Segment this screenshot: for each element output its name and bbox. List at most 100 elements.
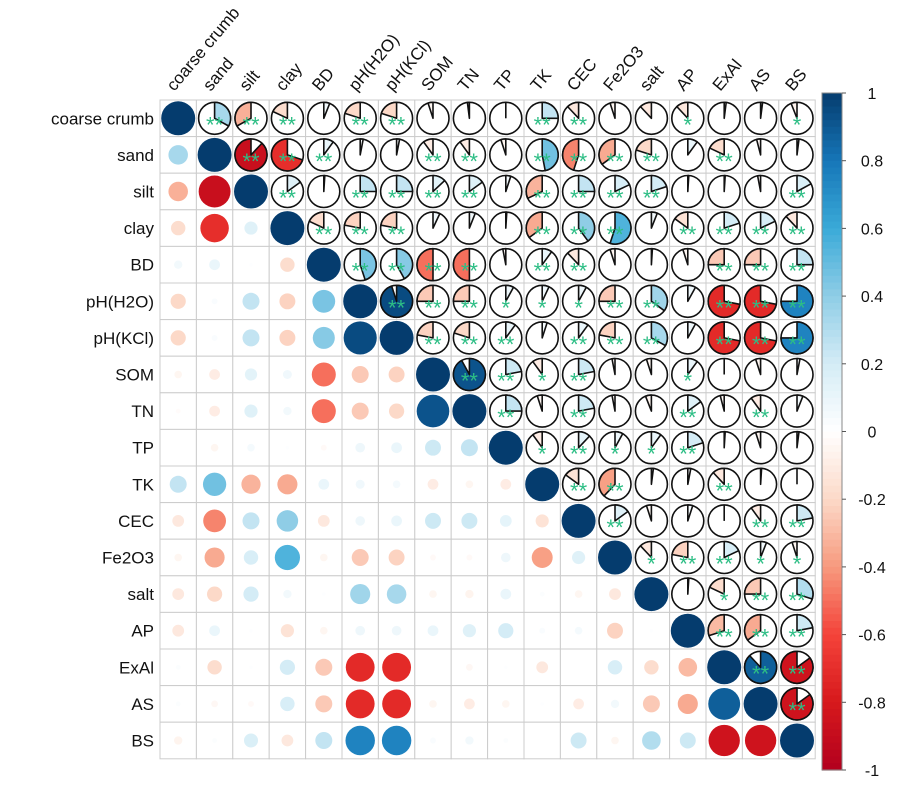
colorbar-segment (822, 715, 842, 724)
pie-slice (531, 430, 543, 449)
row-label: ExAl (119, 658, 154, 677)
correlation-circle (315, 695, 333, 713)
significance-stars: ** (279, 186, 297, 211)
significance-stars: ** (788, 259, 806, 284)
correlation-circle (355, 625, 366, 636)
grid-cell (268, 355, 307, 394)
pie-slice (468, 174, 484, 193)
correlation-circle (425, 439, 441, 456)
colorbar-segment (822, 553, 842, 561)
colorbar-segment (822, 424, 842, 433)
correlation-circle (311, 362, 336, 387)
correlation-circle (499, 515, 512, 527)
correlation-circle (388, 549, 405, 566)
correlation-circle (708, 724, 740, 757)
significance-stars: ** (788, 661, 806, 686)
significance-stars: ** (679, 405, 697, 430)
colorbar-segment (822, 133, 842, 141)
pie-slice (500, 138, 507, 156)
row-label: salt (128, 585, 155, 604)
pie-slice (213, 101, 232, 127)
significance-stars: ** (461, 259, 479, 284)
significance-stars: ** (315, 149, 333, 174)
correlation-circle (355, 479, 365, 489)
correlation-circle (464, 698, 475, 710)
colorbar-segment (822, 621, 842, 629)
colorbar-segment (822, 648, 842, 656)
colorbar-segment (822, 560, 842, 568)
colorbar-segment (822, 742, 842, 751)
colorbar-tick-label: 0.2 (861, 357, 883, 374)
correlation-circle (241, 474, 261, 494)
colorbar-segment (822, 208, 842, 216)
correlation-circle (244, 221, 258, 235)
pie-slice (525, 211, 543, 239)
pie-slice (272, 101, 289, 120)
correlation-circle (204, 547, 225, 568)
correlation-circle (270, 211, 305, 246)
row-label: TN (131, 402, 154, 421)
grid-cell (377, 465, 416, 504)
correlation-circle (531, 547, 553, 568)
pie-slice (452, 284, 471, 303)
significance-stars: ** (788, 295, 806, 320)
correlation-circle (610, 699, 620, 709)
pie-slice (395, 247, 414, 280)
pie-slice (650, 467, 655, 486)
pie-slice (687, 394, 702, 412)
pie-slice (502, 247, 507, 266)
colorbar-segment (822, 634, 842, 642)
significance-stars: ** (497, 405, 515, 430)
column-label: TK (527, 65, 556, 94)
pie-slice (759, 101, 764, 120)
significance-stars: ** (716, 295, 734, 320)
significance-stars: * (684, 112, 693, 137)
correlation-circle (504, 665, 508, 669)
pie-slice (650, 430, 662, 449)
correlation-circle (210, 443, 219, 452)
pie-slice (790, 101, 798, 120)
grid-cell (559, 575, 598, 613)
pie-slice (635, 138, 653, 156)
significance-stars: * (538, 369, 547, 394)
pie-slice (416, 321, 434, 339)
significance-stars: ** (716, 222, 734, 247)
significance-stars: ** (643, 149, 661, 174)
pie-slice (577, 211, 596, 242)
correlation-circle (318, 478, 330, 490)
pie-slice (468, 211, 477, 229)
pie-slice (791, 540, 798, 559)
colorbar-segment (822, 329, 842, 338)
pie-slice (723, 430, 727, 449)
pie-slice (416, 247, 434, 282)
colorbar-segment (822, 668, 842, 676)
pie-slice (598, 284, 616, 303)
significance-stars: ** (752, 295, 770, 320)
correlation-circle (649, 629, 654, 633)
correlation-circle (416, 357, 450, 392)
correlation-circle (535, 514, 549, 528)
colorbar-segment (822, 289, 842, 297)
column-label: AP (672, 65, 701, 95)
correlation-circle (283, 589, 292, 599)
correlation-circle (465, 736, 474, 745)
pie-slice (645, 357, 653, 376)
pie-slice (796, 577, 814, 600)
correlation-circle (609, 588, 621, 600)
significance-stars: ** (570, 149, 588, 174)
row-label: AP (131, 622, 154, 641)
pie-slice (359, 247, 377, 281)
colorbar-segment (822, 729, 842, 737)
correlation-circle (392, 480, 401, 489)
pie-slice (759, 211, 776, 229)
column-label: clay (272, 59, 306, 95)
correlation-circle (345, 725, 375, 756)
pie-slice (505, 321, 517, 339)
pie-slice (796, 394, 804, 412)
row-label: sand (117, 146, 154, 165)
pie-slice (687, 284, 697, 303)
correlation-circle (677, 693, 698, 714)
pie-slice (598, 321, 616, 339)
pie-slice (687, 357, 699, 376)
colorbar-tick-label: -1 (865, 763, 879, 780)
